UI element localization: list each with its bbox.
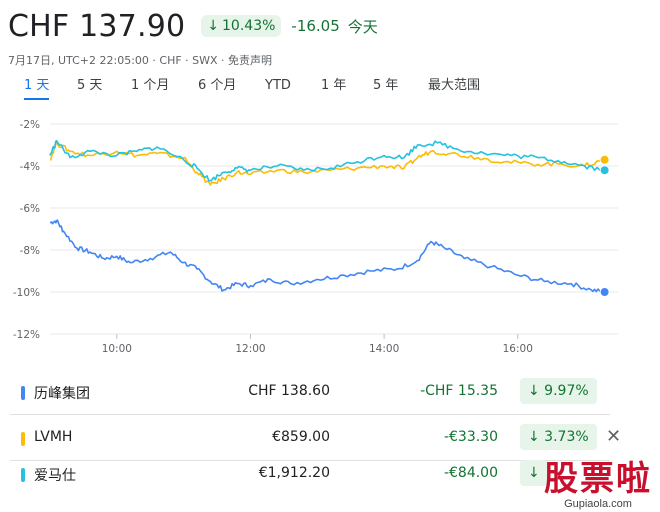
change-absolute: -16.05	[291, 17, 340, 35]
table-row[interactable]: 历峰集团 CHF 138.60 -CHF 15.35 ↓ 9.97%	[0, 374, 660, 410]
watermark-url: Gupiaola.com	[564, 498, 632, 510]
row-divider	[10, 460, 610, 461]
x-tick-label: 14:00	[369, 343, 399, 352]
price-chart[interactable]: -2% -4% -6% -8% -10% -12% 10:00 12:00 14:00 16:00	[0, 104, 660, 352]
change-percent-badge: ↓ 10.43%	[201, 15, 282, 37]
row-change: -€33.30	[443, 429, 498, 445]
tab-ytd[interactable]: YTD	[265, 78, 291, 93]
row-divider	[10, 414, 610, 415]
y-tick-label: -12%	[13, 329, 40, 341]
series-end-point	[599, 165, 610, 176]
tab-1d[interactable]: 1 天	[24, 76, 50, 100]
x-tick-label: 10:00	[102, 343, 132, 352]
row-price: €859.00	[272, 429, 330, 445]
quote-meta: 7月17日, UTC+2 22:05:00 · CHF · SWX · 免责声明	[8, 54, 273, 67]
range-tabs: 1 天 5 天 1 个月 6 个月 YTD 1 年 5 年 最大范围	[0, 76, 660, 100]
row-price: €1,912.20	[258, 465, 330, 481]
row-change: -€84.00	[443, 465, 498, 481]
watermark-text: 股票啦	[544, 459, 652, 499]
row-change-percent: ↓	[520, 460, 548, 486]
series-end-point	[599, 287, 610, 297]
row-name: 历峰集团	[34, 386, 90, 402]
tab-5y[interactable]: 5 年	[373, 78, 399, 93]
change-period: 今天	[347, 17, 378, 36]
y-tick-label: -6%	[20, 203, 40, 215]
row-change-percent: ↓ 3.73%	[520, 424, 597, 450]
quote-header: CHF 137.90 ↓ 10.43% -16.05 今天	[8, 6, 378, 46]
row-change-percent: ↓ 9.97%	[520, 378, 597, 404]
series-swatch	[21, 432, 25, 446]
y-tick-label: -2%	[20, 119, 40, 131]
watermark-logo: 股票啦 Gupiaola.com	[544, 460, 652, 510]
x-tick-label: 12:00	[235, 343, 265, 352]
y-tick-label: -8%	[20, 245, 40, 257]
tab-max[interactable]: 最大范围	[428, 78, 481, 93]
y-tick-label: -4%	[20, 161, 40, 173]
table-row[interactable]: 爱马仕 €1,912.20 -€84.00 ↓	[0, 456, 660, 492]
row-change: -CHF 15.35	[420, 383, 498, 399]
series-line	[49, 142, 606, 186]
series-swatch	[21, 386, 25, 400]
tab-1m[interactable]: 1 个月	[131, 78, 170, 93]
series-line	[49, 140, 606, 182]
row-price: CHF 138.60	[248, 383, 330, 399]
row-name: LVMH	[34, 429, 73, 445]
remove-comparison-icon[interactable]: ✕	[606, 426, 622, 447]
change-percent: 10.43%	[222, 18, 276, 34]
series-swatch	[21, 468, 25, 482]
current-price: CHF 137.90	[8, 8, 186, 44]
series-end-point	[599, 154, 610, 165]
row-name: 爱马仕	[34, 468, 76, 484]
y-tick-label: -10%	[13, 287, 40, 299]
tab-6m[interactable]: 6 个月	[198, 78, 237, 93]
tab-5d[interactable]: 5 天	[77, 78, 103, 93]
tab-1y[interactable]: 1 年	[321, 78, 347, 93]
series-line	[49, 219, 606, 293]
table-row[interactable]: LVMH €859.00 -€33.30 ↓ 3.73% ✕	[0, 420, 660, 456]
x-tick-label: 16:00	[503, 343, 533, 352]
arrow-down-icon: ↓	[207, 18, 220, 34]
